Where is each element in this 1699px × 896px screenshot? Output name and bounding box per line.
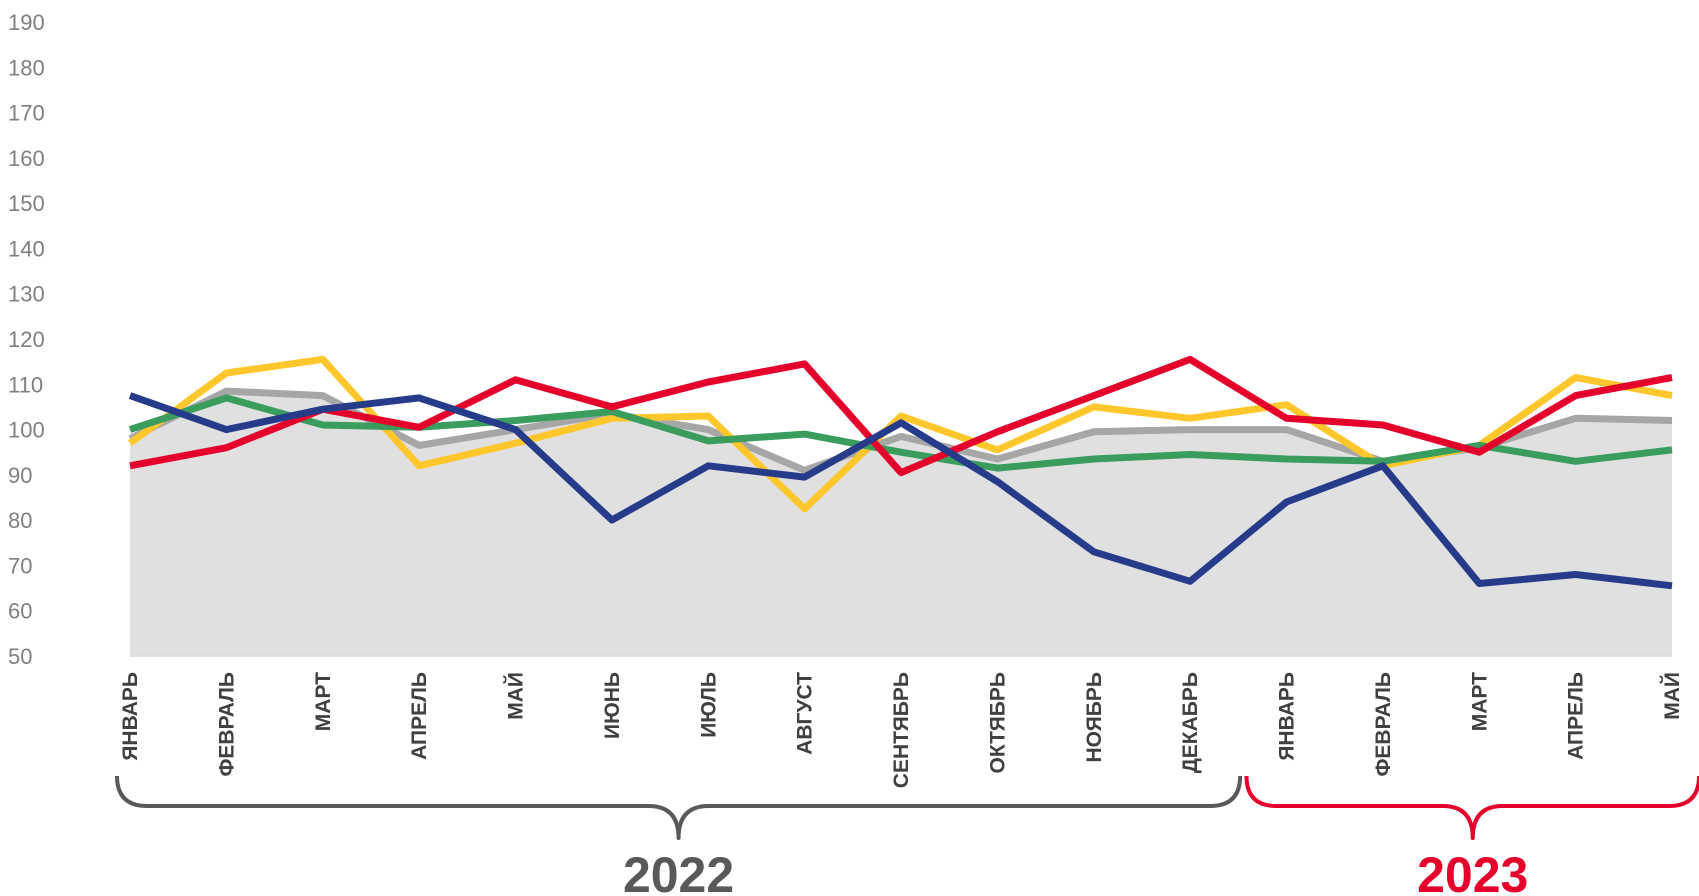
x-tick-label: АПРЕЛЬ <box>1565 672 1588 760</box>
x-tick-label: АВГУСТ <box>794 672 817 755</box>
year-label-2023: 2023 <box>1417 847 1528 896</box>
x-tick-label: МАЙ <box>504 672 528 720</box>
y-axis: 50 60 70 80 90 100 110 120 130 140 150 160 170 180 190 <box>8 10 45 669</box>
year-brace-2022 <box>115 775 1243 840</box>
y-tick-label: 80 <box>8 508 32 533</box>
y-tick-label: 110 <box>8 372 43 397</box>
y-tick-label: 50 <box>8 644 32 669</box>
plot-area <box>127 355 1673 657</box>
x-tick-label: ОКТЯБРЬ <box>986 672 1009 774</box>
x-tick-label: ИЮЛЬ <box>697 672 720 738</box>
x-tick-label: МАРТ <box>1468 672 1491 731</box>
y-tick-label: 60 <box>8 599 32 624</box>
y-tick-label: 150 <box>8 191 45 216</box>
x-tick-label: ДЕКАБРЬ <box>1179 672 1202 773</box>
x-tick-label: ИЮНЬ <box>601 672 624 739</box>
y-tick-label: 170 <box>8 101 45 126</box>
area-fill <box>130 391 1672 656</box>
y-tick-label: 140 <box>8 236 45 261</box>
x-tick-label: ЯНВАРЬ <box>119 672 142 761</box>
x-axis: ЯНВАРЬ ФЕВРАЛЬ МАРТ АПРЕЛЬ МАЙ ИЮНЬ ИЮЛЬ АВГУСТ… <box>119 672 1684 788</box>
x-tick-label: АПРЕЛЬ <box>408 672 431 760</box>
y-tick-label: 90 <box>8 463 32 488</box>
y-tick-label: 160 <box>8 146 45 171</box>
series-line-3 <box>128 394 1673 472</box>
y-tick-label: 190 <box>8 10 45 35</box>
x-tick-label: СЕНТЯБРЬ <box>890 672 913 788</box>
x-tick-label: МАЙ <box>1660 672 1684 720</box>
y-tick-label: 120 <box>8 327 45 352</box>
y-tick-label: 130 <box>8 282 45 307</box>
y-tick-label: 100 <box>8 418 45 443</box>
series-line-5 <box>128 392 1673 590</box>
x-tick-label: МАРТ <box>312 672 335 731</box>
year-label-2022: 2022 <box>623 847 734 896</box>
year-groups: 2022 2023 <box>115 775 1699 896</box>
x-tick-label: НОЯБРЬ <box>1083 672 1106 763</box>
y-tick-label: 180 <box>8 55 45 80</box>
year-brace-2023 <box>1244 775 1699 840</box>
x-tick-label: ФЕВРАЛЬ <box>215 672 238 777</box>
x-tick-label: ФЕВРАЛЬ <box>1372 672 1395 777</box>
series-line-4 <box>129 355 1673 477</box>
x-tick-label: ЯНВАРЬ <box>1276 672 1299 761</box>
y-tick-label: 70 <box>8 553 32 578</box>
